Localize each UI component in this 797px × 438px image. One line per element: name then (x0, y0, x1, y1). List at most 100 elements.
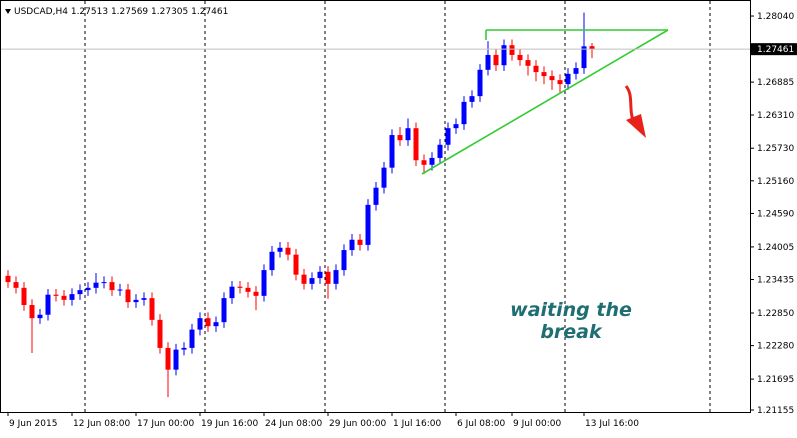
y-tick-label: 1.23435 (757, 276, 794, 286)
candle-body (365, 204, 371, 245)
triangle-pattern (421, 29, 669, 175)
candle-body (573, 68, 579, 74)
x-tick-label: 9 Jun 2015 (9, 419, 57, 429)
x-tick-label: 24 Jun 08:00 (265, 419, 322, 429)
candle-body (53, 294, 59, 296)
candle-body (557, 80, 563, 85)
candle-body (477, 69, 483, 97)
x-tick-label: 13 Jul 16:00 (585, 419, 639, 429)
candle-body (205, 318, 211, 327)
x-tick-label: 9 Jul 00:00 (513, 419, 562, 429)
candle-body (453, 124, 459, 129)
candle-body (109, 282, 115, 291)
y-tick-label: 1.21155 (757, 406, 794, 416)
header-open: 1.27513 (71, 7, 108, 17)
candle-body (405, 128, 411, 141)
candle-body (277, 247, 283, 252)
candle-body (357, 239, 363, 245)
annotation: waiting the (510, 299, 632, 321)
candle-body (45, 294, 51, 315)
x-tick-label: 29 Jun 00:00 (329, 419, 386, 429)
candle-body (189, 329, 195, 348)
candle-body (549, 76, 555, 81)
candle-body (309, 278, 315, 284)
candle-body (141, 298, 147, 300)
candle-body (29, 304, 35, 319)
candle-body (437, 144, 443, 158)
candle-body (517, 54, 523, 61)
y-tick-label: 1.26310 (757, 111, 794, 121)
support-line (421, 29, 669, 175)
candle-body (253, 291, 259, 296)
candle-body (173, 349, 179, 370)
candle-body (13, 282, 19, 288)
x-tick-label: 1 Jul 16:00 (393, 419, 442, 429)
candle-body (77, 290, 83, 295)
candle-body (373, 187, 379, 205)
x-tick-label: 17 Jun 00:00 (137, 419, 194, 429)
symbol: USDCAD,H4 (14, 7, 68, 17)
candle-body (461, 101, 467, 125)
candle-body (389, 135, 395, 168)
candles (5, 12, 595, 398)
candle-body (165, 347, 171, 370)
y-tick-label: 1.28040 (757, 12, 794, 22)
menu-icon[interactable] (5, 9, 11, 14)
candle-body (485, 54, 491, 70)
candle-body (261, 270, 267, 296)
candle-body (5, 275, 11, 283)
y-tick-label: 1.24590 (757, 209, 794, 219)
x-tick-label: 6 Jul 08:00 (457, 419, 506, 429)
candle-body (317, 271, 323, 279)
candle-body (469, 96, 475, 102)
candle-body (493, 54, 499, 66)
candle-body (533, 65, 539, 73)
candle-body (445, 128, 451, 145)
plot-frame (0, 0, 751, 413)
candle-body (541, 72, 547, 77)
header-high: 1.27569 (111, 7, 148, 17)
candle-body (237, 286, 243, 288)
chart-header: USDCAD,H4 1.27513 1.27569 1.27305 1.2746… (14, 7, 228, 17)
candle-body (101, 282, 107, 284)
candle-body (125, 289, 131, 303)
annotation: break (540, 321, 603, 343)
candle-body (133, 299, 139, 303)
y-tick-label: 1.26885 (757, 78, 794, 88)
y-tick-label: 1.22850 (757, 309, 794, 319)
candle-body (213, 322, 219, 327)
candle-body (397, 135, 403, 141)
arrow-head (626, 114, 646, 138)
header-low: 1.27305 (151, 7, 188, 17)
candle-body (21, 287, 27, 305)
candle-body (301, 274, 307, 284)
candle-body (501, 45, 507, 66)
current-price-box (751, 43, 797, 56)
candle-body (565, 73, 571, 85)
candle-body (285, 247, 291, 255)
candle-body (37, 314, 43, 319)
y-tick-label: 1.25730 (757, 144, 794, 154)
current-price-label: 1.27461 (757, 45, 794, 55)
candle-body (181, 347, 187, 350)
candle-body (221, 298, 227, 323)
period-separators (84, 1, 711, 412)
candle-body (149, 298, 155, 320)
candle-body (269, 251, 275, 271)
candle-body (157, 319, 163, 348)
y-tick-label: 1.22280 (757, 342, 794, 352)
header-close: 1.27461 (191, 7, 228, 17)
candle-body (421, 160, 427, 165)
candle-body (245, 287, 251, 292)
candle-body (509, 45, 515, 55)
candle-body (413, 128, 419, 161)
candle-body (581, 46, 587, 69)
candle-body (93, 282, 99, 288)
candle-body (117, 289, 123, 291)
candle-body (85, 287, 91, 291)
x-tick-label: 19 Jun 16:00 (201, 419, 258, 429)
candle-body (69, 294, 75, 300)
candle-body (229, 286, 235, 299)
